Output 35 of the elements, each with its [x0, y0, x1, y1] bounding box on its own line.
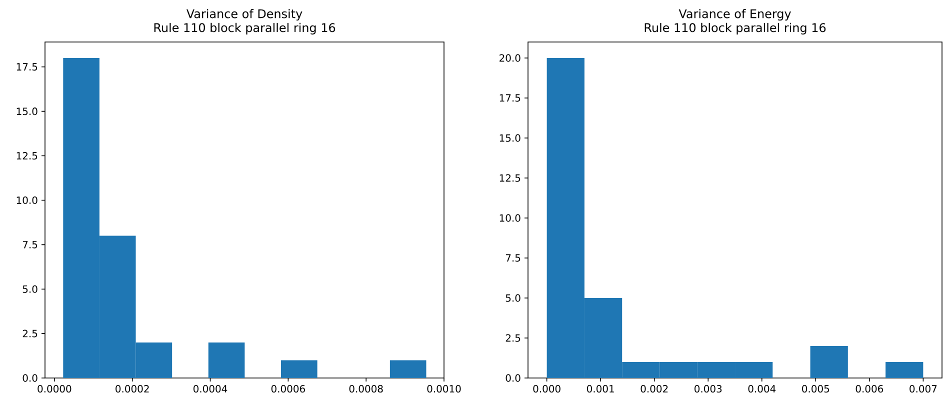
x-tick-label: 0.0008 — [349, 385, 383, 393]
y-tick-label: 10.0 — [16, 196, 38, 204]
x-tick-label: 0.007 — [910, 385, 937, 393]
y-tick-label: 17.5 — [16, 63, 38, 71]
y-tick-label: 0.0 — [506, 374, 520, 382]
y-tick-label: 2.5 — [22, 330, 38, 338]
x-tick-label: 0.001 — [586, 385, 614, 393]
y-tick-label: 20.0 — [500, 54, 520, 62]
x-tick-label: 0.0000 — [38, 385, 72, 393]
x-tick-label: 0.0002 — [116, 385, 149, 393]
y-tick-label: 15.0 — [500, 134, 520, 142]
y-tick-label: 7.5 — [506, 254, 520, 262]
chart-subtitle: Rule 110 block parallel ring 16 — [154, 22, 336, 34]
y-tick-label: 10.0 — [500, 214, 520, 222]
x-tick-label: 0.0010 — [427, 385, 461, 393]
x-tick-label: 0.000 — [533, 385, 560, 393]
x-tick-label: 0.006 — [856, 385, 884, 393]
chart-title: Variance of Energy — [678, 8, 791, 21]
y-tick-label: 12.5 — [16, 152, 38, 160]
y-tick-label: 5.0 — [22, 285, 38, 293]
x-tick-label: 0.005 — [802, 385, 830, 393]
x-tick-label: 0.002 — [640, 385, 668, 393]
chart-title: Variance of Density — [186, 8, 302, 21]
x-tick-label: 0.004 — [748, 385, 776, 393]
y-tick-label: 12.5 — [500, 174, 520, 182]
y-tick-label: 17.5 — [500, 94, 520, 102]
x-tick-label: 0.0004 — [193, 385, 228, 393]
y-tick-label: 15.0 — [16, 108, 38, 116]
chart-subtitle: Rule 110 block parallel ring 16 — [644, 22, 826, 34]
y-tick-label: 5.0 — [506, 294, 520, 302]
y-tick-label: 2.5 — [506, 334, 520, 342]
x-tick-label: 0.0006 — [271, 385, 305, 393]
x-tick-label: 0.003 — [694, 385, 722, 393]
y-tick-label: 7.5 — [22, 240, 38, 248]
y-tick-label: 0.0 — [22, 374, 38, 382]
